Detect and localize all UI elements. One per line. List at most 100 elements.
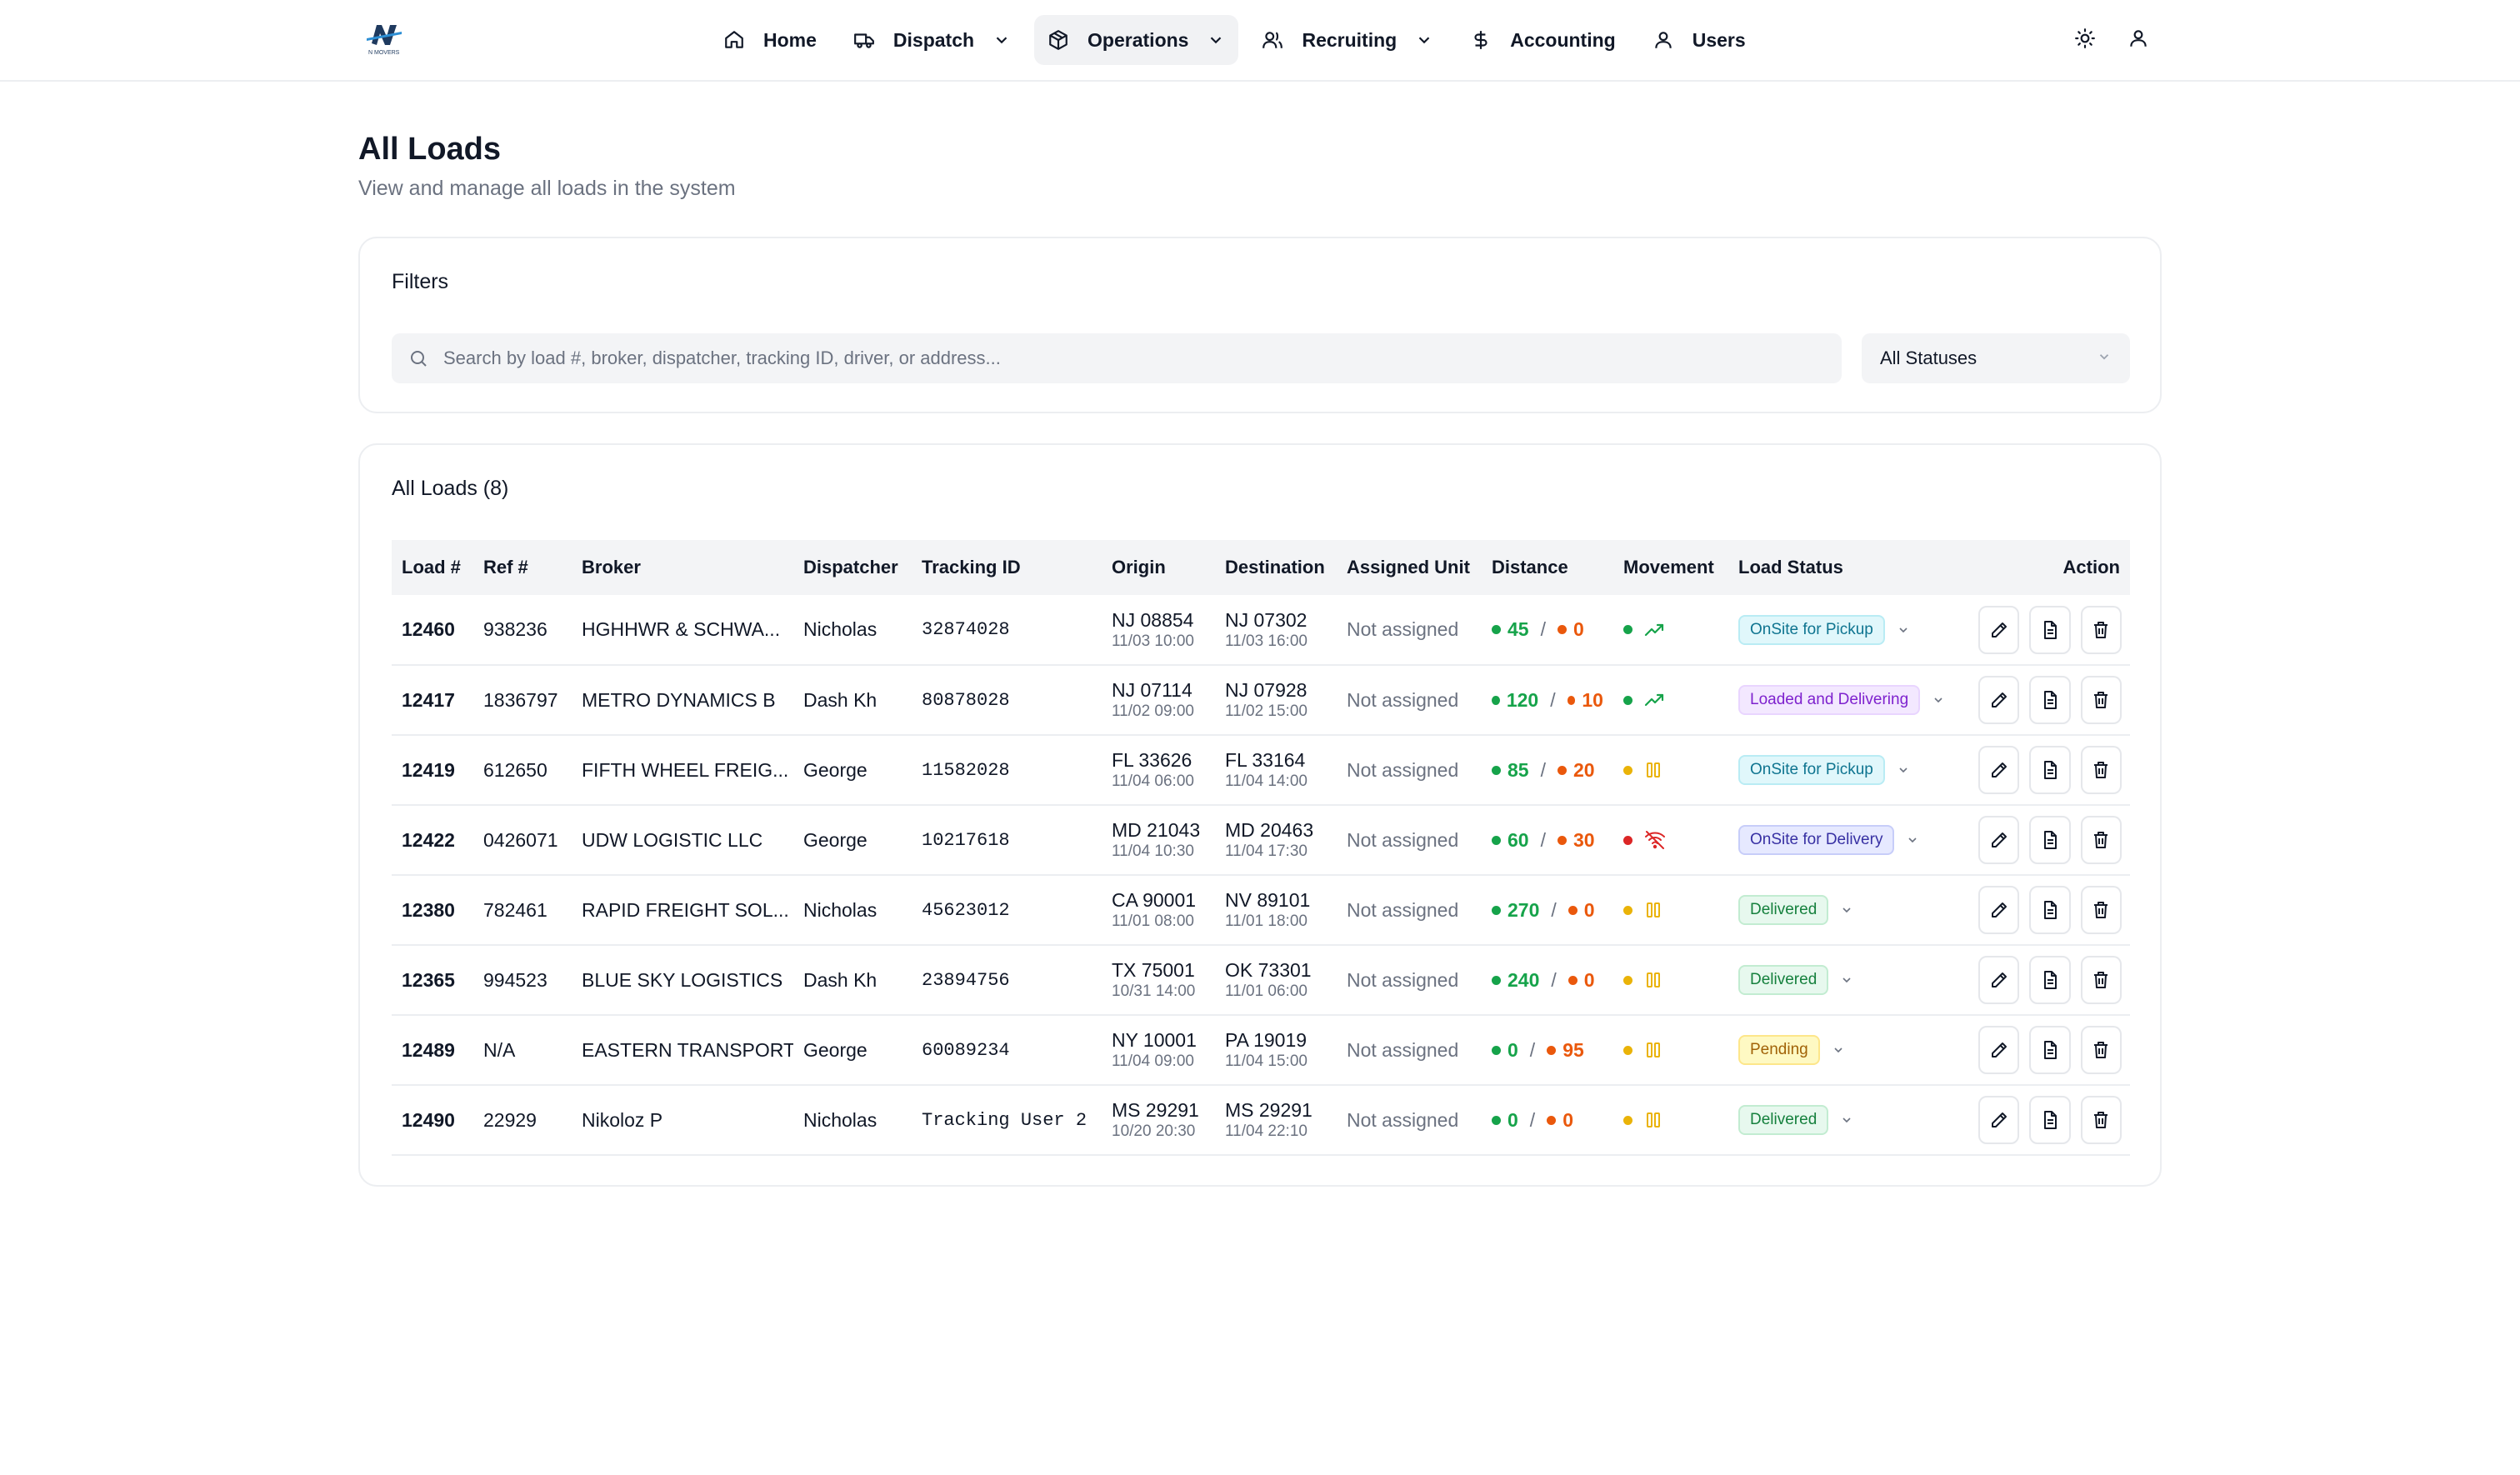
status-dropdown[interactable]: Delivered xyxy=(1738,1105,1958,1135)
edit-button[interactable] xyxy=(1978,886,2020,934)
load-number-cell[interactable]: 12490 xyxy=(402,1108,455,1131)
destination-time: 11/02 15:00 xyxy=(1225,702,1308,720)
status-badge[interactable]: OnSite for Delivery xyxy=(1738,825,1895,855)
table-row[interactable]: 12422 0426071 UDW LOGISTIC LLC George 102176… xyxy=(392,805,2130,875)
table-row[interactable]: 12419 612650 FIFTH WHEEL FREIG... George 115… xyxy=(392,735,2130,805)
column-header[interactable]: Ref # xyxy=(483,557,528,578)
column-header[interactable]: Assigned Unit xyxy=(1347,557,1470,578)
status-badge[interactable]: Loaded and Delivering xyxy=(1738,685,1921,715)
profile-button[interactable] xyxy=(2123,25,2153,55)
loads-table-container: Load # Ref # Broker Dispatcher Tracking … xyxy=(392,540,2130,1173)
load-number-cell[interactable]: 12460 xyxy=(402,618,455,640)
table-row[interactable]: 12460 938236 HGHHWR & SCHWA... Nicholas 3287… xyxy=(392,595,2130,665)
document-icon xyxy=(2040,970,2060,990)
chevron-down-icon[interactable] xyxy=(1906,833,1919,847)
load-number-cell[interactable]: 12380 xyxy=(402,898,455,921)
documents-button[interactable] xyxy=(2029,676,2071,724)
nav-home[interactable]: Home xyxy=(710,15,830,65)
edit-button[interactable] xyxy=(1978,1096,2020,1144)
documents-button[interactable] xyxy=(2029,886,2071,934)
status-dropdown[interactable]: OnSite for Pickup xyxy=(1738,614,1958,645)
theme-toggle-button[interactable] xyxy=(2070,25,2100,55)
status-dropdown[interactable]: Delivered xyxy=(1738,965,1958,995)
nav-users[interactable]: Users xyxy=(1639,15,1759,65)
status-dropdown[interactable]: Pending xyxy=(1738,1035,1958,1065)
load-number-cell[interactable]: 12422 xyxy=(402,828,455,851)
table-row[interactable]: 12380 782461 RAPID FREIGHT SOL... Nicholas 4… xyxy=(392,875,2130,945)
status-badge[interactable]: Delivered xyxy=(1738,1105,1829,1135)
edit-button[interactable] xyxy=(1978,816,2020,864)
delete-button[interactable] xyxy=(2080,816,2122,864)
status-dropdown[interactable]: OnSite for Delivery xyxy=(1738,825,1958,855)
chevron-down-icon[interactable] xyxy=(1840,973,1853,987)
documents-button[interactable] xyxy=(2029,746,2071,794)
chevron-down-icon[interactable] xyxy=(1932,693,1945,707)
delete-button[interactable] xyxy=(2080,746,2122,794)
delete-button[interactable] xyxy=(2080,676,2122,724)
delete-button[interactable] xyxy=(2080,1026,2122,1074)
delete-button[interactable] xyxy=(2080,1096,2122,1144)
delete-button[interactable] xyxy=(2080,956,2122,1004)
column-header[interactable]: Load # xyxy=(402,557,461,578)
load-status-cell: OnSite for Delivery xyxy=(1728,805,1968,875)
company-logo[interactable]: N MOVERS xyxy=(365,22,408,57)
edit-button[interactable] xyxy=(1978,676,2020,724)
column-header[interactable]: Destination xyxy=(1225,557,1325,578)
origin-location: FL 33626 xyxy=(1112,749,1192,771)
documents-button[interactable] xyxy=(2029,1096,2071,1144)
status-badge[interactable]: OnSite for Pickup xyxy=(1738,755,1885,785)
nav-recruiting[interactable]: Recruiting xyxy=(1248,15,1447,65)
load-number-cell[interactable]: 12419 xyxy=(402,758,455,781)
column-header[interactable]: Dispatcher xyxy=(803,557,898,578)
nav-operations[interactable]: Operations xyxy=(1034,15,1239,65)
status-badge[interactable]: Pending xyxy=(1738,1035,1820,1065)
table-row[interactable]: 12365 994523 BLUE SKY LOGISTICS Dash Kh 2389… xyxy=(392,945,2130,1015)
delete-button[interactable] xyxy=(2080,886,2122,934)
column-header[interactable]: Tracking ID xyxy=(922,557,1021,578)
distance-completed: 120 xyxy=(1506,688,1539,711)
status-badge[interactable]: Delivered xyxy=(1738,965,1829,995)
status-dropdown[interactable]: Delivered xyxy=(1738,895,1958,925)
edit-button[interactable] xyxy=(1978,605,2020,654)
status-filter-select[interactable]: All Statuses xyxy=(1862,333,2130,383)
chevron-down-icon[interactable] xyxy=(1897,623,1910,637)
column-header[interactable]: Origin xyxy=(1112,557,1166,578)
movement-indicator xyxy=(1623,692,1718,708)
load-number-cell[interactable]: 12489 xyxy=(402,1038,455,1061)
table-row[interactable]: 12490 22929 Nikoloz P Nicholas Tracking User… xyxy=(392,1085,2130,1155)
status-dropdown[interactable]: OnSite for Pickup xyxy=(1738,755,1958,785)
table-row[interactable]: 12489 N/A EASTERN TRANSPORT George 60089234 N… xyxy=(392,1015,2130,1085)
column-header[interactable]: Broker xyxy=(582,557,641,578)
chevron-down-icon[interactable] xyxy=(1832,1043,1845,1057)
column-header[interactable]: Distance xyxy=(1492,557,1568,578)
documents-button[interactable] xyxy=(2029,816,2071,864)
column-header[interactable]: Action xyxy=(2062,557,2120,578)
status-badge[interactable]: Delivered xyxy=(1738,895,1829,925)
column-header[interactable]: Load Status xyxy=(1738,557,1843,578)
search-input[interactable] xyxy=(443,348,1777,369)
documents-button[interactable] xyxy=(2029,956,2071,1004)
delete-button[interactable] xyxy=(2080,605,2122,654)
distance-remaining: 0 xyxy=(1583,898,1595,921)
load-number-cell[interactable]: 12365 xyxy=(402,968,455,991)
documents-button[interactable] xyxy=(2029,605,2071,654)
nav-accounting[interactable]: Accounting xyxy=(1457,15,1629,65)
status-dropdown[interactable]: Loaded and Delivering xyxy=(1738,685,1958,715)
documents-button[interactable] xyxy=(2029,1026,2071,1074)
load-number-cell[interactable]: 12417 xyxy=(402,688,455,711)
trending-up-icon xyxy=(1639,692,1666,708)
origin-location: NJ 07114 xyxy=(1112,679,1192,701)
edit-button[interactable] xyxy=(1978,956,2020,1004)
nav-dispatch[interactable]: Dispatch xyxy=(840,15,1024,65)
edit-button[interactable] xyxy=(1978,1026,2020,1074)
chevron-down-icon[interactable] xyxy=(1840,1113,1853,1127)
green-dot-icon xyxy=(1492,695,1500,705)
origin-location: MS 29291 xyxy=(1112,1099,1199,1121)
edit-button[interactable] xyxy=(1978,746,2020,794)
table-row[interactable]: 12417 1836797 METRO DYNAMICS B Dash Kh 80878… xyxy=(392,665,2130,735)
column-header[interactable]: Movement xyxy=(1623,557,1714,578)
status-badge[interactable]: OnSite for Pickup xyxy=(1738,614,1885,645)
assigned-unit-cell: Not assigned xyxy=(1347,828,1459,851)
chevron-down-icon[interactable] xyxy=(1840,903,1853,917)
chevron-down-icon[interactable] xyxy=(1897,763,1910,777)
